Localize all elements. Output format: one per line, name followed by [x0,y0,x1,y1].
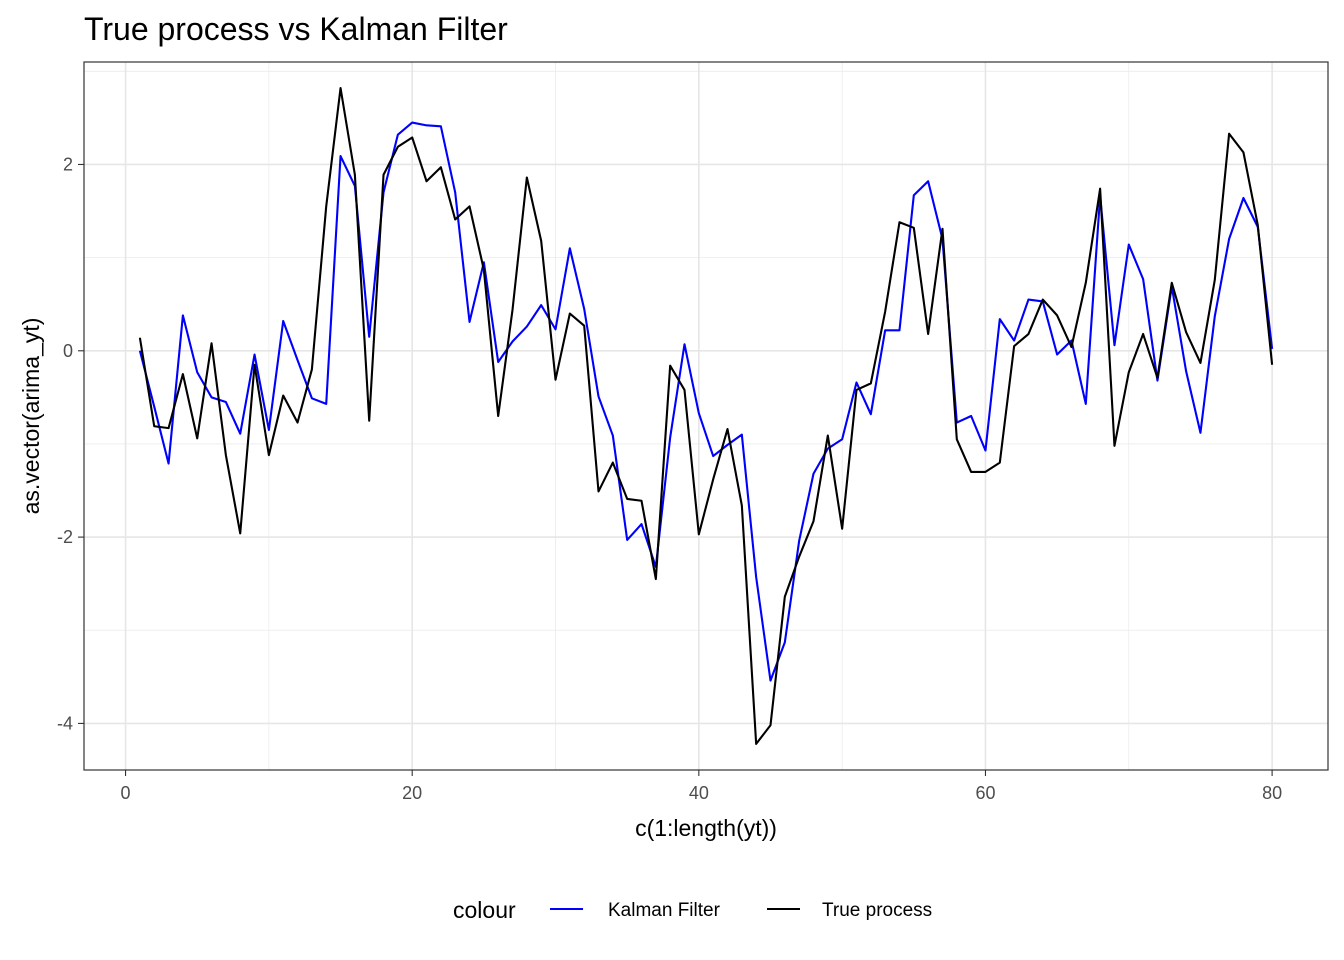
legend-title: colour [453,897,516,923]
x-tick-label: 40 [689,783,709,803]
y-axis-title: as.vector(arima_yt) [18,318,44,515]
legend-label-kalman-filter: Kalman Filter [608,900,721,921]
y-tick-label: 2 [63,154,73,174]
legend-items: Kalman Filter True process [550,900,932,921]
legend-label-true-process: True process [822,900,932,921]
chart-title: True process vs Kalman Filter [84,11,508,47]
x-tick-label: 80 [1262,783,1282,803]
panel-border [83,61,1329,771]
x-tick-label: 20 [402,783,422,803]
y-tick-label: 0 [63,341,73,361]
legend: colour Kalman Filter True process [453,897,932,923]
y-tick-label: -4 [57,713,73,733]
series-line-kalman-filter [138,121,1274,682]
x-tick-label: 60 [975,783,995,803]
series-line-true-process [138,87,1274,745]
x-axis-title: c(1:length(yt)) [635,815,777,841]
x-tick-label: 0 [121,783,131,803]
plot-lines [138,87,1274,745]
y-tick-label: -2 [57,527,73,547]
